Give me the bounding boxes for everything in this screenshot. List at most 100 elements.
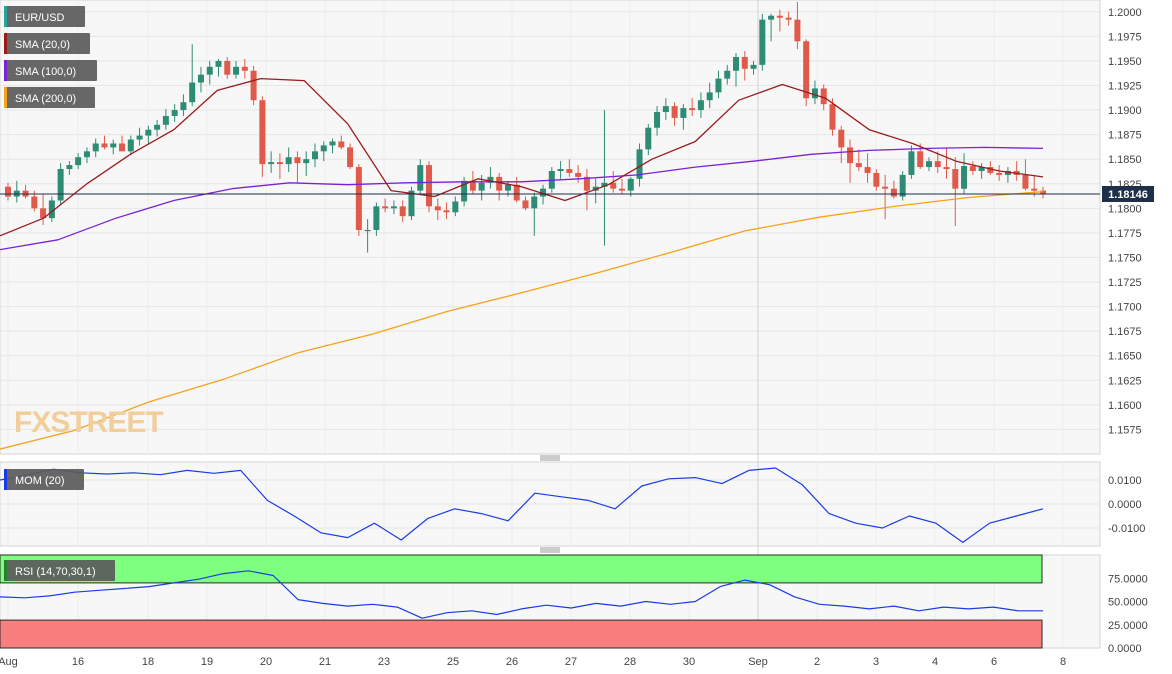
candle-down (276, 162, 283, 165)
candle-down (996, 172, 1003, 175)
time-tick-label: Aug (0, 656, 18, 668)
sma-100-line (0, 146, 1044, 251)
rsi-overbought-zone (0, 554, 1043, 584)
time-tick-label: 16 (72, 656, 84, 668)
price-tick-label: 1.1900 (1108, 105, 1142, 117)
current-price-tag (1102, 185, 1154, 202)
candle-up (768, 15, 775, 20)
candle-up (899, 174, 906, 197)
candle-down (583, 176, 590, 191)
candle-down (426, 165, 433, 207)
price-tick-label: 1.1700 (1108, 302, 1142, 314)
candle-up (636, 149, 643, 179)
legend-0-box (4, 6, 85, 27)
candle-down (469, 180, 476, 191)
candle-up (408, 190, 415, 217)
time-tick-label: 30 (683, 656, 695, 668)
time-tick-label: 23 (378, 656, 390, 668)
candle-up (706, 92, 713, 101)
time-tick-label: 8 (1060, 656, 1066, 668)
candle-down (522, 200, 529, 209)
legend-3-swatch (4, 87, 7, 108)
candle-down (689, 108, 696, 111)
legend-rsi-label: RSI (14,70,30,1) (15, 566, 96, 578)
price-tick-label: 1.1875 (1108, 130, 1142, 142)
candle-down (347, 147, 354, 168)
candle-up (206, 66, 213, 75)
candle-down (785, 17, 792, 20)
candle-down (294, 157, 301, 164)
candle-down (575, 172, 582, 177)
candle-down (882, 186, 889, 189)
time-tick-label: 21 (319, 656, 331, 668)
price-tick-label: 1.1775 (1108, 228, 1142, 240)
candle-down (250, 70, 257, 101)
candle-down (259, 100, 266, 165)
candle-up (75, 157, 82, 166)
candle-up (654, 112, 661, 128)
candle-up (171, 110, 178, 116)
candle-up (478, 182, 485, 191)
candle-up (750, 64, 757, 69)
candle-up (487, 176, 494, 183)
time-tick-label: 18 (142, 656, 154, 668)
candle-down (101, 143, 108, 148)
candle-up (715, 78, 722, 93)
candle-down (618, 188, 625, 191)
price-tick-label: 1.2000 (1108, 7, 1142, 19)
candle-up (329, 141, 336, 146)
candle-down (838, 129, 845, 148)
price-tick-label: 1.1600 (1108, 400, 1142, 412)
price-tick-label: 1.1675 (1108, 326, 1142, 338)
candle-up (759, 19, 766, 65)
candle-up (268, 162, 275, 165)
legend-3-label: SMA (200,0) (15, 93, 76, 105)
candle-down (40, 208, 47, 219)
candle-down (443, 210, 450, 213)
legend-mom-label: MOM (20) (15, 475, 65, 487)
rsi-oversold-zone (0, 619, 1043, 649)
candle-down (119, 143, 126, 152)
candle-down (943, 167, 950, 170)
legend-1-box (4, 33, 90, 54)
candle-down (829, 104, 836, 130)
candle-up (680, 108, 687, 118)
candle-up (189, 82, 196, 103)
mom-tick-label: -0.0100 (1108, 523, 1145, 535)
fxstreet-watermark: FXSTREET (14, 406, 163, 439)
candle-up (215, 60, 222, 67)
candle-up (48, 200, 55, 219)
price-tick-label: 1.1650 (1108, 351, 1142, 363)
candle-up (724, 70, 731, 79)
candle-down (820, 88, 827, 105)
mom-tick-label: 0.0100 (1108, 475, 1142, 487)
candle-down (434, 206, 441, 211)
rsi-tick-label: 75.0000 (1108, 573, 1148, 585)
legend-2-box (4, 60, 97, 81)
price-tick-label: 1.1800 (1108, 203, 1142, 215)
candle-up (733, 56, 740, 71)
price-panel (0, 0, 1101, 455)
candle-up (285, 157, 292, 165)
candle-up (961, 166, 968, 189)
price-tick-label: 1.1575 (1108, 424, 1142, 436)
rsi-tick-label: 0.0000 (1108, 643, 1142, 655)
candle-up (504, 184, 511, 191)
time-tick-label: 4 (932, 656, 938, 668)
time-tick-label: 2 (814, 656, 820, 668)
candle-down (241, 66, 248, 71)
price-tick-label: 1.1725 (1108, 277, 1142, 289)
legend-0-swatch (4, 6, 7, 27)
candle-down (1031, 188, 1038, 191)
candle-up (627, 178, 634, 191)
candle-up (373, 206, 380, 230)
rsi-line (0, 570, 1043, 619)
candle-down (952, 169, 959, 189)
candle-down (741, 56, 748, 69)
sma-200-line (0, 190, 1044, 450)
candle-up (1004, 170, 1011, 175)
rsi-tick-label: 25.0000 (1108, 620, 1148, 632)
candle-up (57, 169, 64, 201)
candle-down (355, 167, 362, 230)
